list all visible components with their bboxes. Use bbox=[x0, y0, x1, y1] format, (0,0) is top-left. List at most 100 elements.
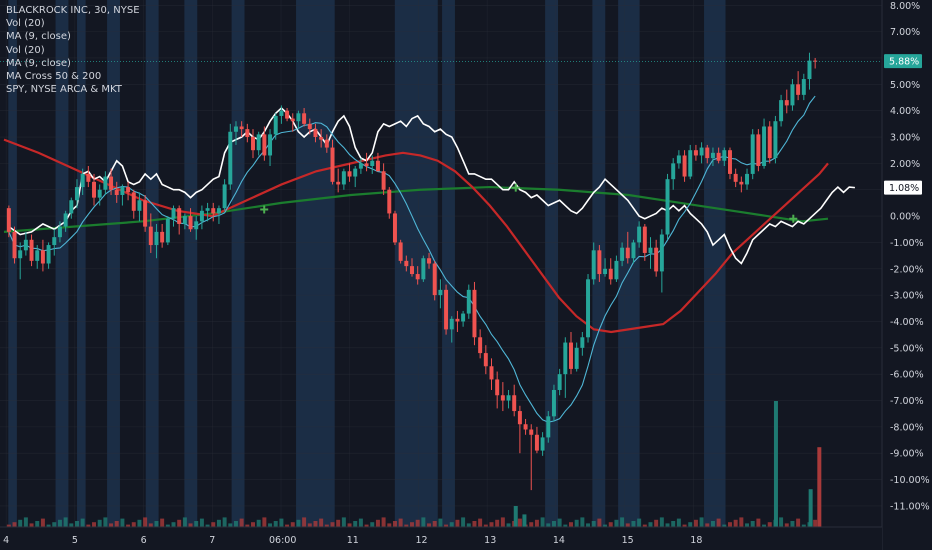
volume-bar bbox=[432, 521, 437, 527]
volume-bar bbox=[727, 522, 732, 527]
volume-bar bbox=[18, 519, 23, 527]
volume-bar bbox=[6, 524, 11, 527]
candle-body bbox=[177, 208, 182, 224]
volume-bar bbox=[171, 522, 176, 527]
x-tick-label: 4 bbox=[3, 535, 9, 546]
volume-bar bbox=[733, 519, 738, 527]
volume-bar bbox=[245, 524, 250, 527]
session-band bbox=[704, 0, 726, 527]
volume-bar bbox=[97, 519, 102, 527]
volume-bar bbox=[671, 521, 676, 527]
candle-body bbox=[779, 100, 784, 122]
x-tick-label: 11 bbox=[347, 535, 359, 546]
volume-bar bbox=[767, 522, 772, 527]
volume-bar bbox=[665, 523, 670, 527]
y-tick-label: -8.00% bbox=[890, 422, 924, 433]
time-axis-background bbox=[0, 527, 882, 550]
session-band bbox=[231, 0, 245, 527]
candle-body bbox=[745, 173, 750, 185]
volume-bar bbox=[92, 522, 97, 527]
volume-bar bbox=[262, 517, 267, 527]
volume-bar bbox=[495, 519, 500, 527]
y-tick-label: 5.00% bbox=[890, 80, 920, 91]
volume-bar bbox=[233, 521, 238, 527]
legend-spy[interactable]: SPY, NYSE ARCA & MKT bbox=[6, 84, 122, 96]
volume-bar bbox=[648, 522, 653, 527]
candle-body bbox=[432, 263, 437, 296]
volume-bar bbox=[279, 518, 284, 527]
legend-ma-2[interactable]: MA (9, close) bbox=[6, 57, 71, 69]
x-tick-label: 14 bbox=[553, 535, 565, 546]
volume-bar bbox=[290, 522, 295, 527]
volume-bar bbox=[228, 523, 233, 527]
candle-body bbox=[654, 247, 659, 272]
session-band bbox=[394, 0, 438, 527]
x-tick-label: 18 bbox=[690, 535, 702, 546]
volume-bar bbox=[705, 523, 710, 527]
candle-body bbox=[557, 374, 562, 390]
candle-body bbox=[137, 200, 142, 211]
volume-bar bbox=[296, 519, 301, 527]
y-tick-label: -5.00% bbox=[890, 343, 924, 354]
candle-body bbox=[256, 134, 261, 151]
candle-body bbox=[86, 173, 91, 182]
y-tick-label: -11.00% bbox=[890, 501, 930, 512]
candle-body bbox=[92, 181, 97, 198]
candle-body bbox=[319, 137, 324, 140]
candle-body bbox=[228, 131, 233, 185]
volume-bar bbox=[324, 524, 329, 527]
candle-body bbox=[722, 150, 727, 161]
legend-vol-1[interactable]: Vol (20) bbox=[6, 18, 45, 30]
volume-bar bbox=[745, 523, 750, 527]
legend-ma-cross[interactable]: MA Cross 50 & 200 bbox=[6, 71, 102, 83]
volume-bar bbox=[375, 519, 380, 527]
volume-bar bbox=[614, 519, 619, 527]
volume-bar bbox=[336, 519, 341, 527]
y-tick-label: 2.00% bbox=[890, 159, 920, 170]
volume-bar bbox=[750, 521, 755, 527]
volume-bar bbox=[489, 522, 494, 527]
volume-bar bbox=[29, 523, 34, 527]
candle-body bbox=[489, 366, 494, 380]
volume-bar bbox=[517, 518, 522, 527]
candle-body bbox=[762, 126, 767, 167]
candle-body bbox=[375, 160, 380, 172]
volume-bar bbox=[784, 523, 789, 527]
volume-bar bbox=[597, 518, 602, 527]
session-band bbox=[77, 0, 86, 527]
candle-body bbox=[631, 242, 636, 259]
spy-price-tag-text: 1.08% bbox=[889, 183, 919, 194]
volume-bar bbox=[779, 517, 784, 527]
candle-body bbox=[160, 231, 165, 243]
volume-bar bbox=[86, 524, 91, 527]
volume-bar bbox=[188, 523, 193, 527]
volume-bar bbox=[625, 523, 630, 527]
volume-bar bbox=[654, 519, 659, 527]
y-tick-label: -6.00% bbox=[890, 370, 924, 381]
candle-body bbox=[364, 163, 369, 167]
candle-body bbox=[222, 184, 227, 209]
candle-body bbox=[74, 187, 79, 201]
legend-vol-2[interactable]: Vol (20) bbox=[6, 44, 45, 56]
candle-body bbox=[472, 289, 477, 338]
candle-body bbox=[427, 258, 432, 264]
candle-body bbox=[659, 234, 664, 272]
candle-body bbox=[569, 342, 573, 369]
candle-body bbox=[807, 60, 812, 80]
volume-bar bbox=[114, 521, 119, 527]
volume-bar bbox=[381, 517, 386, 527]
candle-body bbox=[449, 318, 454, 330]
session-band bbox=[8, 0, 17, 527]
candle-body bbox=[461, 313, 466, 322]
candle-body bbox=[199, 210, 204, 222]
candle-body bbox=[57, 226, 62, 238]
legend-ma-1[interactable]: MA (9, close) bbox=[6, 31, 71, 43]
y-tick-label: -9.00% bbox=[890, 449, 924, 460]
candle-body bbox=[63, 213, 68, 227]
legend-symbol[interactable]: BLACKROCK INC, 30, NYSE bbox=[6, 5, 140, 16]
candle-body bbox=[392, 213, 397, 243]
volume-bar bbox=[268, 523, 273, 527]
candle-body bbox=[35, 250, 40, 261]
candle-body bbox=[637, 226, 642, 243]
